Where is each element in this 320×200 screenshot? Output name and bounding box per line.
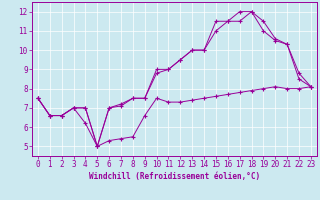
- X-axis label: Windchill (Refroidissement éolien,°C): Windchill (Refroidissement éolien,°C): [89, 172, 260, 181]
